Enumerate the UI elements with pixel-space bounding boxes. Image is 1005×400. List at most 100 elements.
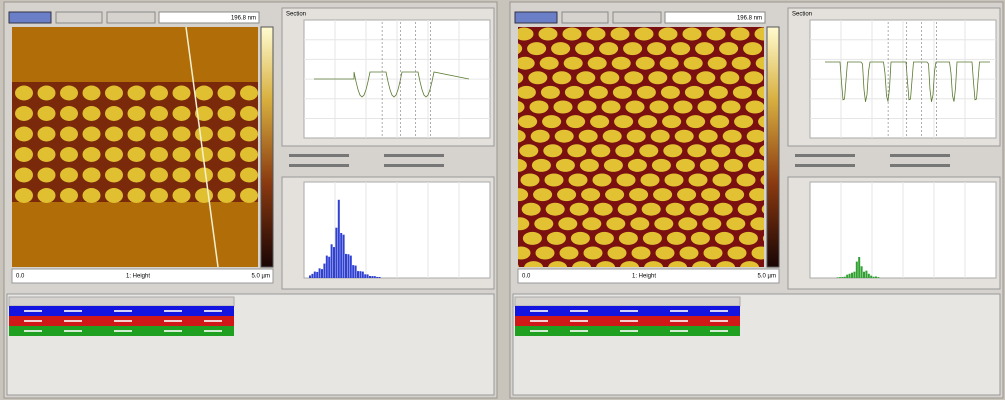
dot xyxy=(603,130,622,143)
dot xyxy=(650,101,669,114)
dot xyxy=(713,174,732,187)
dot xyxy=(701,188,720,201)
hist-bar xyxy=(841,277,843,278)
dot xyxy=(659,28,678,41)
dot xyxy=(642,203,661,216)
table-row[interactable] xyxy=(515,306,740,316)
cell-text xyxy=(570,320,588,322)
dot xyxy=(594,203,613,216)
tab-button[interactable] xyxy=(9,12,51,23)
hist-bar xyxy=(359,271,361,278)
dot xyxy=(527,42,546,55)
dot xyxy=(38,106,56,121)
table-row[interactable] xyxy=(515,326,740,336)
cell-text xyxy=(620,320,638,322)
dot xyxy=(60,127,78,142)
dot xyxy=(83,106,101,121)
dot xyxy=(671,42,690,55)
dot xyxy=(589,86,608,99)
dot xyxy=(571,232,590,245)
dot xyxy=(218,188,236,203)
dot xyxy=(38,147,56,162)
dot xyxy=(218,147,236,162)
cell-text xyxy=(114,330,132,332)
hist-bar xyxy=(328,257,330,278)
dot xyxy=(240,168,258,183)
cell-text xyxy=(24,330,42,332)
dot xyxy=(618,203,637,216)
dot xyxy=(723,130,742,143)
hist-bar xyxy=(875,277,877,278)
cell-text xyxy=(620,330,638,332)
cell-text xyxy=(64,310,82,312)
dot xyxy=(60,188,78,203)
dot xyxy=(599,42,618,55)
tab-button[interactable] xyxy=(56,12,102,23)
tab-button[interactable] xyxy=(613,12,661,23)
dot xyxy=(606,217,625,230)
dot xyxy=(576,71,595,84)
cell-text xyxy=(164,320,182,322)
dot xyxy=(726,217,745,230)
dot xyxy=(15,86,33,101)
hist-bar xyxy=(321,269,323,278)
tab-button[interactable] xyxy=(515,12,557,23)
table-row[interactable] xyxy=(515,316,740,326)
dot xyxy=(689,174,708,187)
table-header xyxy=(9,297,234,306)
dot xyxy=(629,188,648,201)
section-title: Section xyxy=(792,12,812,18)
scale-min: 0.0 xyxy=(16,274,25,280)
dot xyxy=(724,159,743,172)
dot xyxy=(627,130,646,143)
dot xyxy=(545,174,564,187)
dot xyxy=(617,174,636,187)
dot xyxy=(15,168,33,183)
cell-text xyxy=(670,310,688,312)
dot xyxy=(518,115,537,128)
tab-button[interactable] xyxy=(107,12,155,23)
info-band xyxy=(788,148,1000,174)
dot xyxy=(662,115,681,128)
hist-bar xyxy=(340,233,342,278)
cell-text xyxy=(710,320,728,322)
dot xyxy=(540,57,559,70)
hist-bar xyxy=(326,256,328,278)
dot xyxy=(195,86,213,101)
table-row[interactable] xyxy=(9,306,234,316)
dot xyxy=(173,127,191,142)
dot xyxy=(542,115,561,128)
cell-text xyxy=(204,310,222,312)
dot xyxy=(60,86,78,101)
dot xyxy=(105,188,123,203)
dot xyxy=(150,86,168,101)
dot xyxy=(519,144,538,157)
dot xyxy=(591,144,610,157)
hist-bar xyxy=(376,277,378,278)
dot xyxy=(728,247,747,260)
dot xyxy=(675,130,694,143)
dot xyxy=(656,247,675,260)
dot xyxy=(738,203,757,216)
dot xyxy=(546,203,565,216)
dot xyxy=(105,106,123,121)
dot xyxy=(587,28,606,41)
dot xyxy=(83,168,101,183)
dot xyxy=(566,115,585,128)
dot xyxy=(686,115,705,128)
table-row[interactable] xyxy=(9,326,234,336)
dot xyxy=(651,130,670,143)
dot xyxy=(517,86,536,99)
dot xyxy=(195,168,213,183)
tab-button[interactable] xyxy=(562,12,608,23)
dot xyxy=(38,127,56,142)
dot xyxy=(569,174,588,187)
afm-image xyxy=(12,27,258,267)
cell-text xyxy=(670,320,688,322)
dot xyxy=(536,247,555,260)
dot xyxy=(696,71,715,84)
dot xyxy=(711,144,730,157)
table-row[interactable] xyxy=(9,316,234,326)
cell-text xyxy=(530,320,548,322)
dot xyxy=(691,232,710,245)
